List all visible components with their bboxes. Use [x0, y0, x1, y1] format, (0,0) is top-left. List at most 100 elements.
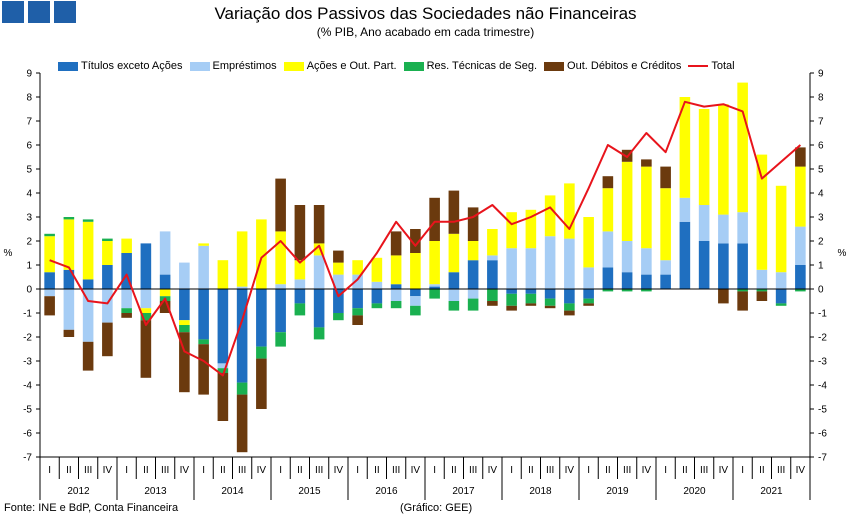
ytick-label-left-0: -7 [23, 453, 32, 464]
bar-s4-q5 [140, 320, 152, 378]
year-label-3: 2015 [298, 486, 321, 497]
bar-s0-q20 [429, 286, 440, 289]
bar-s1-q8 [198, 245, 209, 289]
bar-s3-q0 [44, 233, 55, 237]
bar-s0-q22 [467, 260, 479, 289]
legend-swatch-2 [283, 61, 304, 71]
bar-s3-q10 [236, 382, 248, 395]
bar-s0-q35 [718, 243, 729, 289]
bar-s4-q20 [429, 197, 440, 241]
bar-s0-q36 [737, 243, 748, 289]
bar-s4-q8 [198, 344, 209, 395]
ytick-label-left-1: -6 [23, 429, 32, 440]
quarter-label-21: II [451, 465, 457, 476]
bar-s3-q37 [756, 289, 768, 292]
bar-s2-q21 [448, 233, 460, 273]
source-note: Fonte: INE e BdP, Conta Financeira [4, 502, 179, 514]
bar-s2-q13 [294, 260, 306, 280]
bar-s4-q15 [333, 250, 344, 263]
bar-s2-q9 [217, 260, 229, 289]
y-unit-right: % [838, 248, 847, 259]
bar-s0-q10 [236, 289, 248, 383]
legend-swatch-5 [688, 65, 709, 67]
labels-layer: -7 -7 -6 -6 -5 -5 -4 -4 -3 -3 -2 -2 -1 -1 0 0 1 1 2 2 3 3 4 4 5 5… [4, 69, 847, 498]
bar-s1-q20 [429, 284, 440, 287]
bar-s1-q13 [294, 279, 306, 289]
ytick-label-right-11: 4 [818, 189, 824, 200]
year-label-9: 2021 [760, 486, 783, 497]
bar-s1-q0 [44, 289, 55, 297]
legend-item-4: Out. Débitos e Créditos [544, 60, 681, 72]
bar-s0-q27 [564, 289, 575, 304]
bar-s2-q3 [102, 241, 113, 265]
ytick-label-right-8: 1 [818, 261, 824, 272]
bar-s1-q21 [448, 289, 460, 301]
bar-s0-q16 [352, 289, 363, 309]
quarter-label-7: IV [180, 465, 190, 476]
bar-s4-q36 [737, 291, 748, 311]
ytick-label-right-9: 2 [818, 237, 824, 248]
ytick-label-left-11: 4 [26, 189, 32, 200]
bar-s2-q2 [82, 221, 94, 280]
ytick-label-left-16: 9 [26, 69, 32, 80]
bar-s3-q3 [102, 238, 113, 241]
quarter-label-26: III [546, 465, 554, 476]
ytick-label-left-9: 2 [26, 237, 32, 248]
ytick-label-right-5: -2 [818, 333, 827, 344]
ytick-label-right-16: 9 [818, 69, 824, 80]
bar-s1-q17 [371, 281, 383, 289]
bar-s4-q22 [467, 207, 479, 241]
bar-s2-q20 [429, 241, 440, 285]
bar-s0-q32 [660, 274, 671, 289]
year-label-1: 2013 [144, 486, 167, 497]
bar-s2-q29 [602, 188, 614, 232]
bar-s4-q7 [179, 332, 190, 393]
bar-s3-q27 [564, 303, 575, 311]
bar-s0-q30 [621, 272, 633, 289]
bar-s1-q22 [467, 289, 479, 299]
quarter-label-29: II [605, 465, 611, 476]
bar-s3-q19 [410, 305, 421, 316]
bar-s3-q17 [371, 303, 383, 309]
quarter-label-34: III [700, 465, 708, 476]
bar-s2-q24 [506, 212, 517, 249]
bar-s2-q19 [410, 253, 421, 289]
chart-credit: (Gráfico: GEE) [400, 502, 473, 514]
bar-s3-q9 [217, 368, 229, 373]
ytick-label-right-0: -7 [818, 453, 827, 464]
bar-s1-q24 [506, 248, 517, 289]
bar-s3-q2 [82, 219, 94, 222]
bar-s3-q38 [775, 303, 787, 306]
bar-s0-q17 [371, 289, 383, 304]
ytick-label-right-13: 6 [818, 141, 824, 152]
bar-s4-q12 [275, 178, 286, 232]
bar-s3-q21 [448, 301, 460, 311]
bar-s1-q1 [63, 289, 75, 330]
ytick-label-right-7: 0 [818, 285, 824, 296]
bar-s2-q31 [641, 166, 652, 249]
bar-s1-q30 [621, 241, 633, 273]
bar-s4-q23 [487, 301, 498, 306]
year-label-4: 2016 [375, 486, 398, 497]
legend-item-1: Empréstimos [189, 60, 277, 72]
bar-s4-q26 [544, 305, 556, 309]
ytick-label-right-1: -6 [818, 429, 827, 440]
axes-layer [36, 72, 814, 500]
bar-s0-q2 [82, 279, 94, 289]
bars-layer [44, 82, 806, 453]
bar-s0-q9 [217, 289, 229, 364]
bar-s4-q31 [641, 159, 652, 167]
quarter-label-6: III [161, 465, 169, 476]
quarter-label-1: II [66, 465, 72, 476]
logo-square-3 [54, 1, 76, 23]
ytick-label-right-2: -5 [818, 405, 827, 416]
bar-s0-q13 [294, 289, 306, 304]
ytick-label-left-5: -2 [23, 333, 32, 344]
bar-s2-q32 [660, 188, 671, 261]
quarter-label-24: I [510, 465, 513, 476]
bar-s2-q7 [179, 320, 190, 325]
quarter-label-37: II [759, 465, 765, 476]
total-line [49, 100, 802, 377]
ytick-label-left-3: -4 [23, 381, 32, 392]
